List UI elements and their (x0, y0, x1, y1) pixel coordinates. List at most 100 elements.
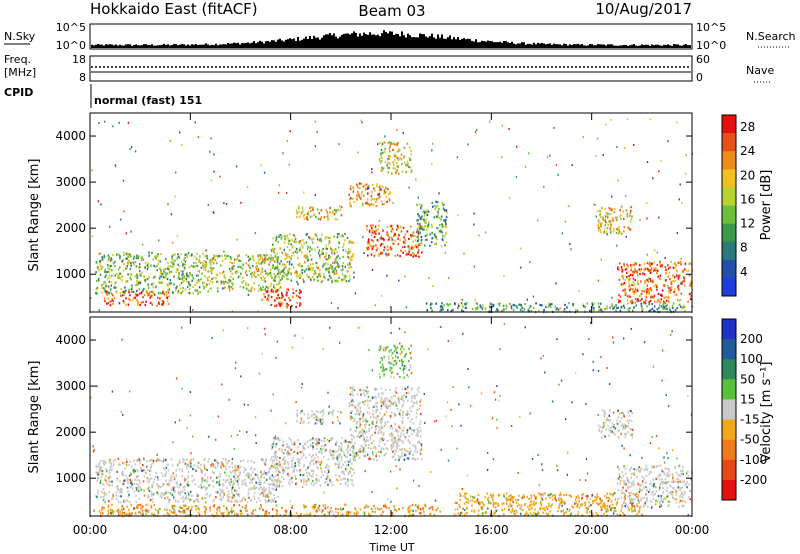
echo-cell (383, 437, 385, 440)
echo-cell (618, 226, 620, 229)
echo-cell (302, 239, 304, 242)
echo-cell (372, 446, 374, 450)
echo-cell (377, 193, 379, 196)
echo-cell (397, 444, 400, 448)
echo-cell (204, 496, 207, 500)
echo-cell (117, 495, 120, 498)
echo-cell (380, 450, 382, 454)
echo-cell (203, 265, 206, 268)
echo-cell (352, 255, 354, 258)
echo-cell (652, 296, 655, 299)
echo-cell (225, 468, 228, 471)
nsky-bar (687, 45, 689, 48)
echo-cell (397, 226, 399, 229)
echo-cell (406, 160, 409, 163)
echo-cell (396, 224, 399, 227)
echo-cell (218, 481, 220, 484)
echo-cell (676, 275, 678, 278)
echo-cell (140, 301, 143, 304)
echo-cell (338, 143, 340, 146)
echo-cell (386, 346, 388, 349)
nsky-bar (269, 41, 271, 48)
echo-cell (301, 206, 304, 209)
echo-cell (159, 297, 161, 300)
echo-cell (689, 284, 691, 287)
echo-cell (383, 375, 385, 378)
echo-cell (281, 485, 284, 488)
echo-cell (246, 509, 249, 512)
echo-cell (595, 215, 597, 218)
echo-cell (223, 250, 225, 253)
echo-cell (105, 493, 108, 496)
echo-cell (611, 219, 613, 222)
echo-cell (259, 287, 262, 290)
echo-cell (349, 205, 352, 208)
echo-cell (351, 474, 353, 477)
echo-cell (204, 275, 206, 278)
echo-cell (322, 412, 325, 415)
echo-cell (187, 491, 190, 494)
echo-cell (136, 302, 139, 305)
echo-cell (168, 288, 171, 291)
echo-cell (112, 497, 114, 500)
echo-cell (437, 227, 439, 230)
echo-cell (418, 426, 421, 429)
echo-cell (684, 309, 686, 312)
echo-cell (420, 238, 423, 242)
echo-cell (167, 265, 169, 268)
echo-cell (409, 420, 412, 423)
echo-cell (318, 451, 320, 454)
echo-cell (202, 252, 204, 256)
echo-cell (200, 484, 202, 487)
echo-cell (341, 268, 344, 271)
echo-cell (270, 254, 272, 257)
echo-cell (528, 152, 530, 155)
echo-cell (312, 484, 315, 487)
echo-cell (273, 488, 275, 491)
echo-cell (284, 264, 287, 267)
echo-cell (213, 153, 215, 156)
echo-cell (689, 282, 692, 285)
echo-cell (599, 302, 602, 305)
echo-cell (653, 261, 656, 264)
echo-cell (325, 269, 327, 272)
echo-cell (129, 501, 131, 504)
echo-cell (202, 281, 204, 284)
echo-cell (397, 237, 399, 240)
echo-cell (336, 261, 338, 264)
echo-cell (103, 491, 106, 494)
echo-cell (147, 469, 149, 472)
echo-cell (330, 481, 333, 484)
echo-cell (266, 493, 269, 496)
echo-cell (196, 493, 198, 496)
nsky-bar (467, 38, 469, 48)
echo-cell (416, 388, 419, 391)
echo-cell (102, 461, 105, 464)
echo-cell (392, 242, 394, 245)
echo-cell (393, 153, 396, 156)
echo-cell (636, 273, 639, 276)
echo-cell (154, 475, 157, 479)
echo-cell (354, 459, 356, 462)
echo-cell (604, 207, 606, 210)
echo-cell (106, 470, 108, 473)
echo-cell (387, 155, 390, 158)
echo-cell (115, 286, 118, 289)
nsky-bar (179, 44, 181, 48)
echo-cell (339, 257, 341, 260)
echo-cell (179, 131, 181, 134)
echo-cell (394, 254, 397, 257)
echo-cell (207, 460, 209, 463)
echo-cell (334, 247, 337, 250)
echo-cell (288, 260, 291, 263)
echo-cell (299, 304, 301, 307)
echo-cell (135, 256, 138, 260)
echo-cell (350, 266, 353, 269)
echo-cell (685, 269, 688, 272)
nsky-bar (657, 44, 659, 48)
echo-cell (147, 292, 149, 295)
echo-cell (318, 249, 321, 252)
echo-cell (197, 461, 200, 464)
nsky-bar (255, 43, 257, 48)
echo-cell (175, 270, 178, 273)
